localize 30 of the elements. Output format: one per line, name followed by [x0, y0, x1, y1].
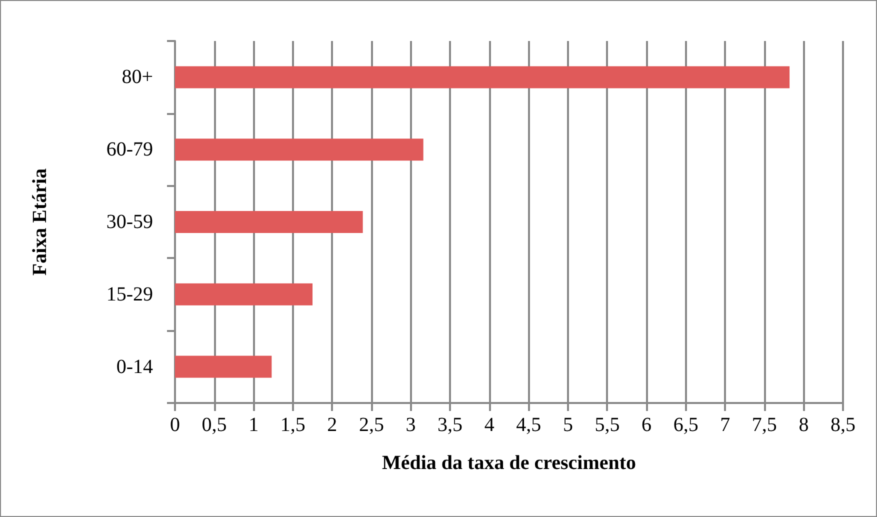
y-tick-label: 0-14	[116, 356, 153, 378]
x-tick-label: 0,5	[202, 414, 227, 436]
x-tick-label: 5,5	[594, 414, 620, 436]
x-tick-label: 1,5	[280, 414, 306, 436]
x-tick-label: 7,5	[752, 414, 777, 436]
y-tick-label: 30-59	[106, 211, 153, 233]
x-tick-label: 6,5	[673, 414, 698, 436]
x-tick-label: 5	[562, 414, 573, 436]
x-tick-label: 3	[406, 414, 416, 436]
y-tick-label: 80+	[122, 66, 153, 88]
x-tick-label: 3,5	[438, 414, 463, 436]
y-axis-title: Faixa Etária	[29, 168, 51, 276]
x-tick-label: 4,5	[516, 414, 542, 436]
bar	[175, 356, 272, 378]
bar	[175, 138, 424, 161]
x-tick-label: 4	[484, 414, 494, 436]
x-tick-label: 2,5	[358, 414, 384, 436]
x-tick-label: 6	[642, 414, 652, 436]
x-tick-label: 7	[720, 414, 730, 436]
x-axis-title: Média da taxa de crescimento	[382, 452, 636, 474]
x-tick-label: 8	[798, 414, 809, 436]
x-tick-label: 8,5	[830, 414, 856, 436]
x-tick-label: 2	[327, 414, 338, 436]
bar	[175, 211, 363, 233]
bar	[175, 66, 790, 88]
x-tick-label: 1	[248, 414, 259, 436]
bar	[175, 283, 313, 306]
x-tick-label: 0	[170, 414, 180, 436]
y-tick-label: 60-79	[106, 138, 153, 161]
y-tick-label: 15-29	[106, 283, 153, 306]
